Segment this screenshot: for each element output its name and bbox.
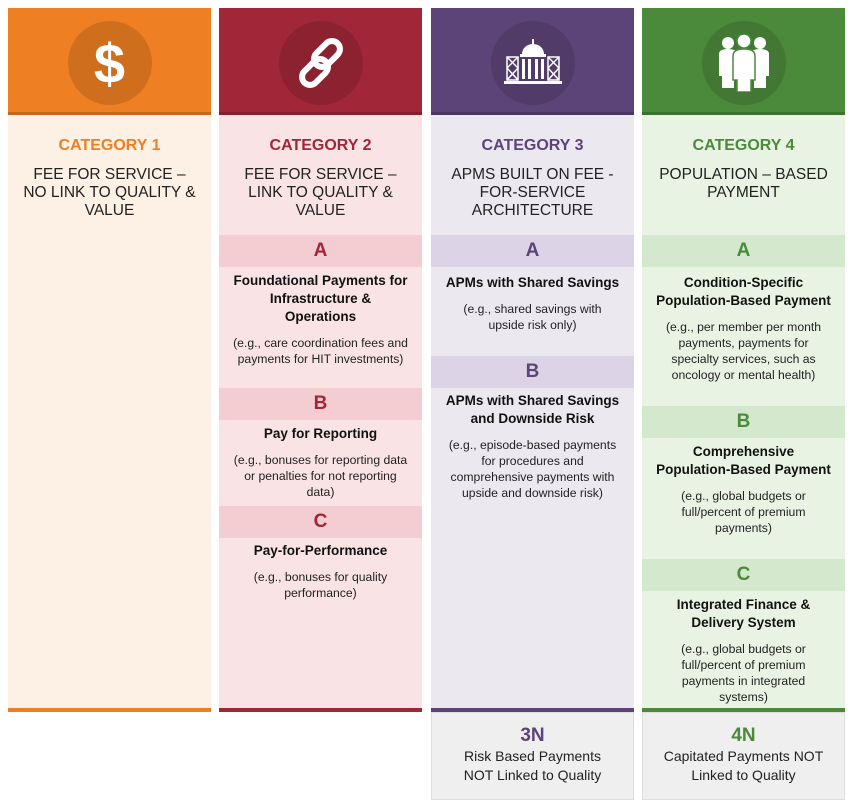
category-4n-box: 4N Capitated Payments NOT Linked to Qual… [642,712,845,800]
category-4n-text: Capitated Payments NOT Linked to Quality [663,748,824,783]
subcategory-letter: A [642,235,845,267]
subcategory-4b: Comprehensive Population-Based Payment (e… [656,444,831,535]
subcategory-letter: B [642,406,845,438]
subcategory-2c: Pay-for-Performance (e.g., bonuses for qu… [253,543,388,600]
category-4-header [642,8,845,115]
subcategory-letter: B [219,388,422,420]
dollar-icon: $ [67,21,152,105]
category-1-header: $ [8,8,211,115]
category-4-column: CATEGORY 4 POPULATION – BASED PAYMENT A … [642,8,845,712]
category-3n-text: Risk Based Payments NOT Linked to Qualit… [463,748,602,783]
category-label: CATEGORY 1 [58,137,161,154]
subcategory-2a: Foundational Payments for Infrastructure… [233,273,408,366]
chain-link-icon [278,21,363,105]
category-2-header [219,8,422,115]
subcategory-letter: A [219,235,422,267]
category-2-column: CATEGORY 2 FEE FOR SERVICE – LINK TO QUA… [219,8,422,712]
category-1-column: $ CATEGORY 1 FEE FOR SERVICE – NO LINK T… [8,8,211,712]
category-title: POPULATION – BASED PAYMENT [659,166,828,201]
subcategory-letter: A [431,235,634,267]
subcategory-4a: Condition-Specific Population-Based Paym… [656,275,831,382]
capitol-building-icon [490,21,575,105]
subcategory-3a: APMs with Shared Savings (e.g., shared sa… [445,275,620,332]
category-title: APMS BUILT ON FEE -FOR-SERVICE ARCHITECT… [451,166,614,219]
category-title: FEE FOR SERVICE – NO LINK TO QUALITY & V… [23,166,196,219]
category-label: CATEGORY 4 [692,137,795,154]
category-4n-code: 4N [731,725,756,746]
category-3-header [431,8,634,115]
subcategory-letter: B [431,356,634,388]
category-label: CATEGORY 3 [481,137,584,154]
subcategory-letter: C [219,506,422,538]
category-3n-box: 3N Risk Based Payments NOT Linked to Qua… [431,712,634,800]
category-3n-code: 3N [520,725,545,746]
subcategory-letter: C [642,559,845,591]
category-3-column: CATEGORY 3 APMS BUILT ON FEE -FOR-SERVIC… [431,8,634,712]
subcategory-3b: APMs with Shared Savings and Downside Ri… [445,393,620,500]
subcategory-2b: Pay for Reporting (e.g., bonuses for repo… [233,426,408,499]
category-label: CATEGORY 2 [269,137,372,154]
category-title: FEE FOR SERVICE – LINK TO QUALITY & VALU… [244,166,397,219]
people-group-icon [701,21,786,105]
subcategory-4c: Integrated Finance & Delivery System (e.g… [676,597,811,704]
